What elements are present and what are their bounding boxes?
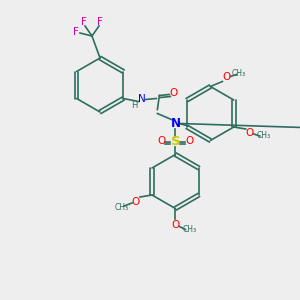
Text: CH₃: CH₃ bbox=[115, 202, 129, 211]
Text: CH₃: CH₃ bbox=[257, 130, 271, 140]
Text: F: F bbox=[73, 27, 79, 37]
Text: O: O bbox=[169, 88, 178, 98]
Text: S: S bbox=[171, 135, 180, 148]
Text: O: O bbox=[222, 71, 230, 82]
Text: O: O bbox=[157, 136, 166, 146]
Text: F: F bbox=[97, 17, 103, 27]
Text: O: O bbox=[132, 197, 140, 207]
Text: F: F bbox=[81, 17, 87, 27]
Text: CH₃: CH₃ bbox=[231, 69, 245, 78]
Text: CH₃: CH₃ bbox=[182, 225, 197, 234]
Text: N: N bbox=[137, 94, 145, 104]
Text: N: N bbox=[170, 117, 180, 130]
Text: O: O bbox=[171, 220, 179, 230]
Text: O: O bbox=[246, 128, 254, 138]
Text: H: H bbox=[131, 101, 138, 110]
Text: O: O bbox=[185, 136, 194, 146]
